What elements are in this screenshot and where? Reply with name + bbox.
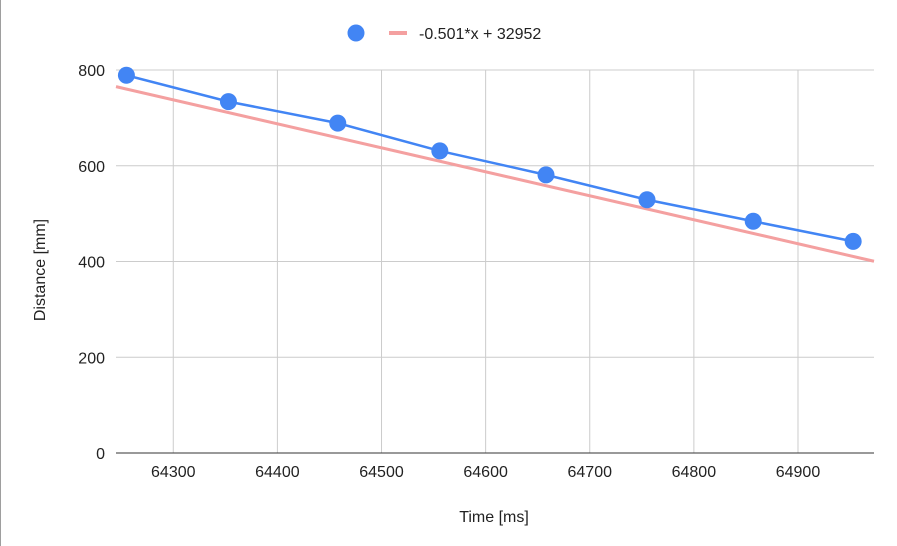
y-tick-label: 200 <box>78 350 105 367</box>
y-tick-label: 0 <box>96 446 105 463</box>
legend-marker-series <box>347 24 365 42</box>
x-tick-label: 64800 <box>672 464 717 481</box>
data-point <box>744 212 762 230</box>
x-axis-title: Time [ms] <box>459 509 529 526</box>
legend[interactable]: -0.501*x + 32952 <box>347 24 542 44</box>
data-point <box>117 66 135 84</box>
data-point <box>329 114 347 132</box>
x-tick-label: 64600 <box>463 464 508 481</box>
y-tick-label: 600 <box>78 159 105 176</box>
data-point <box>219 93 237 111</box>
x-tick-label: 64700 <box>568 464 613 481</box>
x-tick-label: 64400 <box>255 464 300 481</box>
legend-label-trendline: -0.501*x + 32952 <box>419 26 541 43</box>
data-point <box>431 142 449 160</box>
y-tick-label: 800 <box>78 63 105 80</box>
x-tick-label: 64300 <box>151 464 196 481</box>
trendline <box>115 85 875 263</box>
y-axis-title: Distance [mm] <box>32 219 49 321</box>
data-point <box>844 232 862 250</box>
x-tick-label: 64500 <box>359 464 404 481</box>
y-tick-label: 400 <box>78 255 105 272</box>
series-line <box>126 74 854 243</box>
y-tick-labels: 0 200 400 600 800 <box>78 63 105 463</box>
plot-area <box>115 66 875 263</box>
gridlines <box>116 69 874 453</box>
x-tick-label: 64900 <box>776 464 821 481</box>
x-tick-labels: 64300 64400 64500 64600 64700 64800 64900 <box>151 464 820 481</box>
data-point <box>638 191 656 209</box>
data-point <box>537 166 555 184</box>
